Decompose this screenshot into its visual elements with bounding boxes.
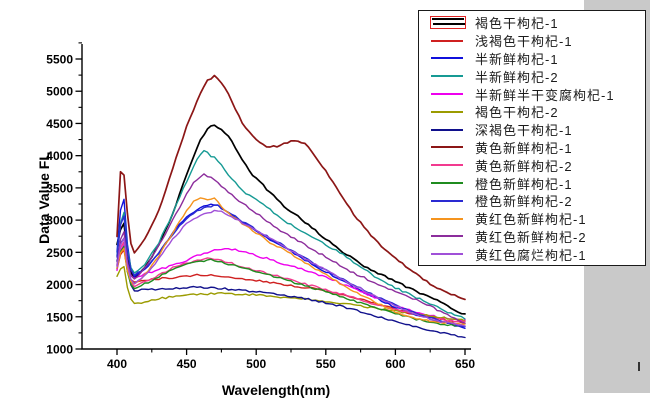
legend-item[interactable]: 黄色新鲜枸杞-1 — [419, 139, 645, 157]
series-line-12[interactable] — [116, 197, 466, 326]
series-line-9[interactable] — [116, 241, 466, 323]
legend-swatch-line — [431, 146, 463, 149]
y-tick-label: 3000 — [46, 214, 73, 228]
x-tick-label: 600 — [385, 357, 405, 371]
y-axis-title: Data Value FL — [36, 152, 52, 244]
legend-item[interactable]: 橙色新鲜枸杞-1 — [419, 174, 645, 192]
x-axis-title: Wavelength(nm) — [221, 382, 331, 398]
legend-swatch-line — [431, 75, 463, 78]
legend-item[interactable]: 橙色新鲜枸杞-2 — [419, 192, 645, 210]
y-tick-label: 3500 — [46, 181, 73, 195]
legend-label: 半新鲜枸杞-1 — [475, 52, 559, 67]
legend-item[interactable]: 褐色干枸杞-2 — [419, 103, 645, 121]
legend-label: 黄色新鲜枸杞-1 — [475, 140, 573, 156]
legend-swatch-line — [431, 39, 463, 42]
series-line-4[interactable] — [116, 149, 466, 320]
series-line-8[interactable] — [116, 74, 466, 301]
legend-swatch — [430, 177, 466, 190]
legend-item[interactable]: 黄红色新鲜枸杞-1 — [419, 210, 645, 228]
legend-swatch-line — [431, 128, 463, 131]
legend-label: 深褐色干枸杞-1 — [475, 123, 573, 139]
legend-swatch-line — [431, 253, 463, 256]
y-tick-label: 5500 — [46, 53, 73, 67]
y-tick-label: 1500 — [46, 310, 73, 324]
series-line-13[interactable] — [116, 173, 466, 324]
series-line-2[interactable] — [116, 249, 466, 324]
legend-swatch — [430, 159, 466, 172]
y-tick-label: 2500 — [46, 246, 73, 260]
x-tick-label: 650 — [455, 357, 475, 371]
legend-item[interactable]: 黄红色腐烂枸杞-1 — [419, 245, 645, 263]
legend-label: 橙色新鲜枸杞-1 — [475, 176, 573, 192]
legend-item[interactable]: 半新鲜半干变腐枸杞-1 — [419, 85, 645, 103]
legend-label: 浅褐色干枸杞-1 — [475, 34, 573, 50]
legend-label: 橙色新鲜枸杞-2 — [475, 194, 573, 210]
legend-item[interactable]: 深褐色干枸杞-1 — [419, 121, 645, 139]
x-tick-label: 550 — [316, 357, 336, 371]
y-tick-label: 2000 — [46, 278, 73, 292]
legend-swatch-line — [431, 164, 463, 167]
legend: 褐色干枸杞-1 浅褐色干枸杞-1 半新鲜枸杞-1 半新鲜枸杞-2 半新鲜半干变腐枸杞-1… — [418, 10, 646, 266]
legend-label: 黄红色新鲜枸杞-1 — [475, 212, 587, 228]
legend-swatch — [430, 230, 466, 243]
legend-swatch-line — [431, 110, 463, 113]
legend-swatch — [430, 212, 466, 225]
x-tick-label: 500 — [246, 357, 266, 371]
series-line-11[interactable] — [116, 204, 466, 328]
x-tick-label: 450 — [177, 357, 197, 371]
legend-swatch-line — [431, 235, 463, 238]
series-line-5[interactable] — [116, 244, 466, 322]
legend-item[interactable]: 褐色干枸杞-1 — [419, 14, 645, 32]
series-line-3[interactable] — [116, 198, 466, 329]
legend-item[interactable]: 黄红色新鲜枸杞-2 — [419, 228, 645, 246]
legend-item[interactable]: 半新鲜枸杞-2 — [419, 67, 645, 85]
legend-swatch-line — [433, 23, 465, 26]
series-line-7[interactable] — [116, 237, 466, 339]
legend-label: 半新鲜半干变腐枸杞-1 — [475, 87, 615, 103]
legend-label: 半新鲜枸杞-2 — [475, 69, 559, 85]
legend-swatch — [430, 194, 466, 207]
y-tick-label: 5000 — [46, 85, 73, 99]
legend-swatch-line — [431, 182, 463, 185]
legend-swatch-line — [431, 57, 463, 60]
legend-label: 黄红色新鲜枸杞-2 — [475, 229, 587, 245]
series-line-14[interactable] — [116, 209, 466, 327]
legend-item[interactable]: 半新鲜枸杞-1 — [419, 50, 645, 68]
legend-label: 黄色新鲜枸杞-2 — [475, 158, 573, 174]
legend-label: 褐色干枸杞-2 — [475, 105, 559, 121]
panel-artifact-mark — [638, 362, 640, 371]
legend-swatch — [430, 248, 466, 261]
y-tick-label: 4500 — [46, 117, 73, 131]
legend-item[interactable]: 黄色新鲜枸杞-2 — [419, 156, 645, 174]
y-tick-label: 4000 — [46, 149, 73, 163]
legend-selection-box — [430, 16, 466, 30]
legend-swatch — [430, 70, 466, 83]
legend-swatch — [430, 52, 466, 65]
legend-swatch-line — [431, 93, 463, 96]
y-tick-label: 1000 — [46, 343, 73, 357]
legend-swatch-line — [431, 217, 463, 220]
x-tick-label: 400 — [107, 357, 127, 371]
legend-label: 褐色干枸杞-1 — [475, 16, 559, 32]
legend-swatch — [430, 34, 466, 47]
legend-swatch — [430, 141, 466, 154]
legend-swatch — [430, 88, 466, 101]
legend-swatch — [430, 123, 466, 136]
legend-item[interactable]: 浅褐色干枸杞-1 — [419, 32, 645, 50]
legend-swatch-line — [431, 199, 463, 202]
legend-swatch-line — [432, 18, 464, 21]
legend-swatch — [430, 105, 466, 118]
legend-label: 黄红色腐烂枸杞-1 — [475, 247, 587, 263]
